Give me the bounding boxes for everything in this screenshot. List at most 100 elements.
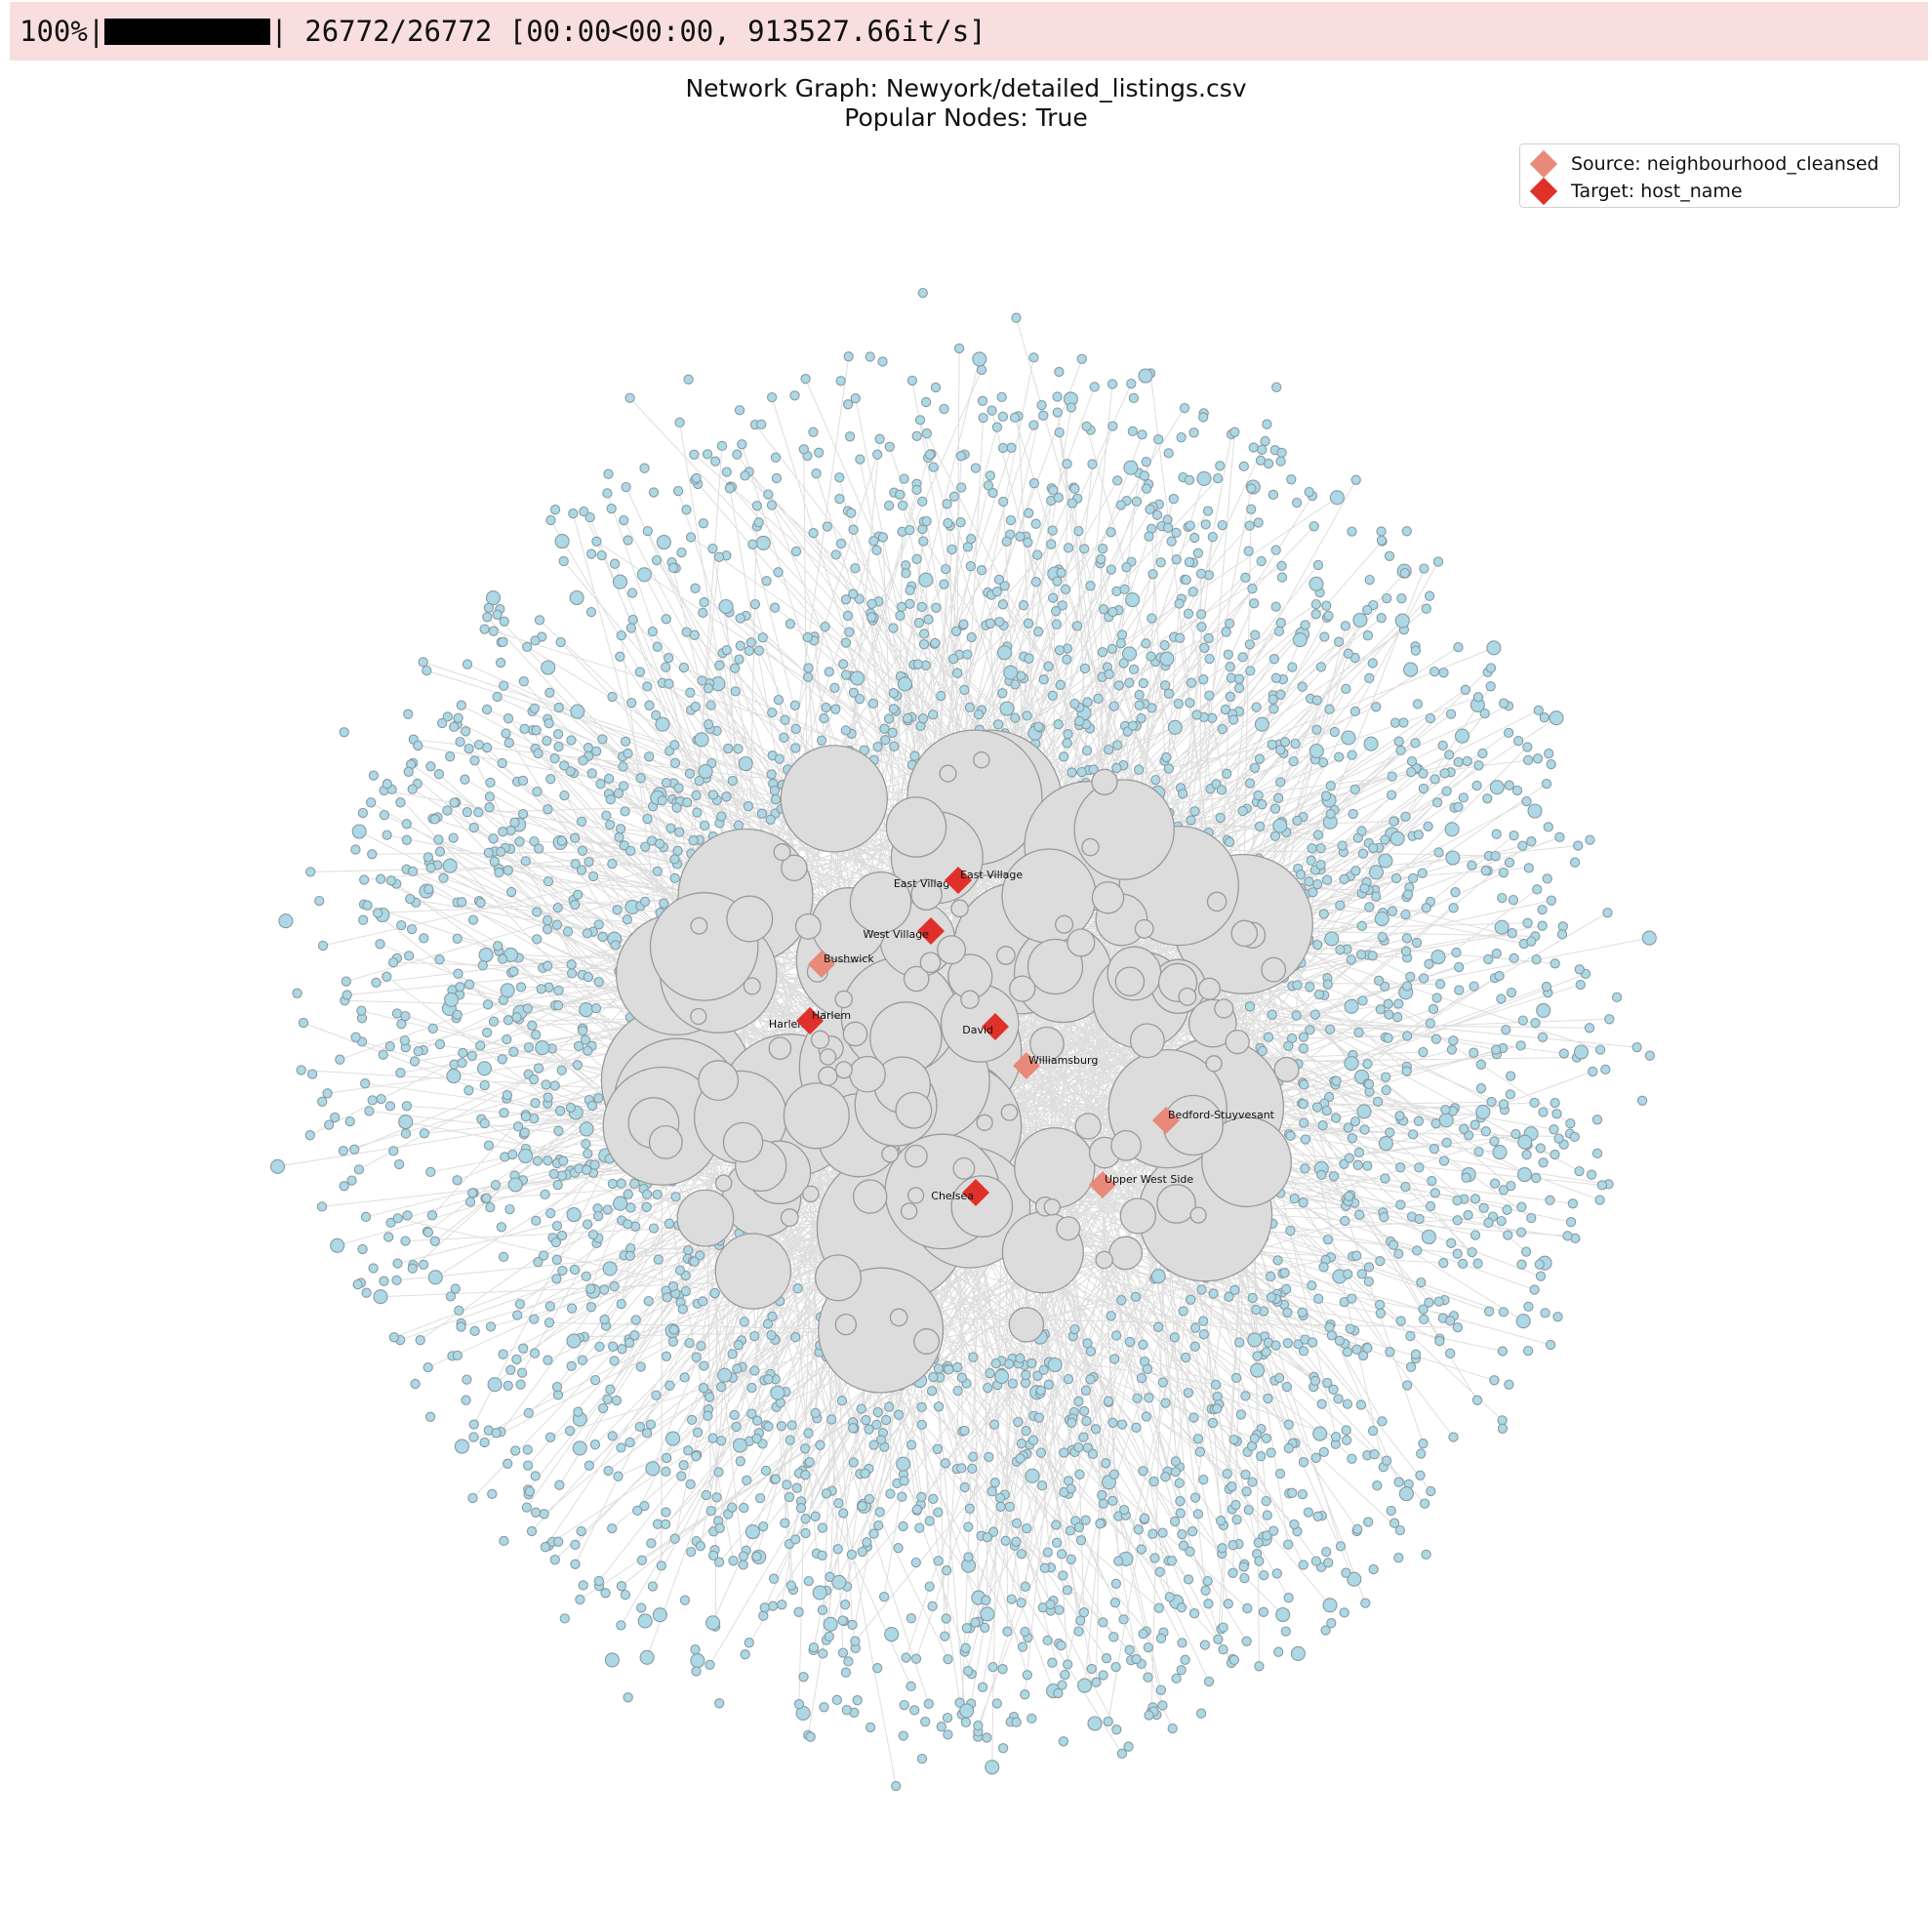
graph-node — [906, 1439, 917, 1450]
graph-node — [799, 1443, 811, 1454]
graph-node — [1081, 421, 1092, 432]
graph-node — [1198, 1316, 1209, 1326]
graph-node — [1247, 1477, 1258, 1487]
graph-node — [918, 639, 930, 650]
graph-node — [756, 419, 767, 430]
graph-node — [917, 496, 928, 507]
graph-node — [880, 1414, 892, 1426]
graph-node — [1604, 1014, 1615, 1025]
graph-node — [695, 1541, 706, 1552]
graph-node — [1141, 457, 1151, 467]
graph-node — [1535, 1143, 1546, 1154]
graph-node — [1428, 1003, 1439, 1015]
graph-node — [1163, 448, 1174, 459]
graph-node — [1343, 648, 1353, 659]
graph-node — [785, 619, 796, 629]
graph-node — [1412, 699, 1424, 709]
graph-node — [1448, 1035, 1459, 1046]
graph-node — [686, 1414, 698, 1426]
graph-node — [735, 1456, 745, 1467]
graph-node — [1330, 1432, 1342, 1442]
graph-node — [1010, 712, 1021, 723]
graph-node — [927, 1601, 938, 1612]
graph-node — [1434, 1335, 1445, 1347]
graph-node — [723, 743, 734, 754]
graph-node — [609, 1281, 620, 1292]
graph-node — [751, 501, 762, 511]
graph-node — [1438, 668, 1449, 678]
graph-node — [1418, 783, 1429, 794]
graph-node — [1101, 1458, 1111, 1469]
graph-node — [1062, 459, 1072, 469]
graph-node — [1473, 1146, 1484, 1157]
graph-node — [1030, 577, 1041, 588]
graph-node — [1288, 755, 1299, 767]
graph-node — [673, 827, 685, 837]
graph-node — [985, 1367, 995, 1379]
graph-node — [1527, 803, 1543, 819]
graph-node — [616, 1581, 627, 1592]
hub-node — [1055, 914, 1074, 934]
graph-node — [1384, 1009, 1394, 1020]
graph-node — [1020, 1689, 1030, 1700]
graph-node — [549, 753, 560, 764]
graph-node — [746, 1382, 757, 1394]
graph-node — [579, 506, 589, 517]
graph-node — [1116, 629, 1128, 640]
graph-node — [1376, 613, 1387, 624]
graph-node — [456, 1321, 466, 1332]
graph-node — [1244, 520, 1255, 531]
graph-node — [1553, 1133, 1564, 1144]
graph-node — [744, 1638, 754, 1648]
graph-node — [463, 743, 474, 754]
graph-node — [540, 1542, 551, 1553]
graph-node — [1452, 1248, 1463, 1259]
graph-node — [1308, 521, 1319, 532]
graph-node — [1186, 677, 1197, 688]
graph-node — [645, 1461, 661, 1477]
hub-node — [722, 1121, 764, 1163]
graph-node — [533, 1257, 543, 1268]
hub-node — [1091, 880, 1125, 914]
graph-node — [1321, 600, 1332, 611]
graph-node — [636, 567, 652, 583]
graph-node — [716, 1381, 727, 1393]
graph-node — [713, 551, 725, 562]
graph-node — [1270, 545, 1281, 555]
graph-node — [395, 797, 406, 808]
graph-node — [1412, 1245, 1423, 1256]
graph-node — [651, 554, 663, 566]
hub-node — [900, 1202, 918, 1220]
graph-node — [745, 1524, 760, 1540]
graph-node — [496, 846, 506, 857]
graph-node — [1266, 1292, 1277, 1303]
graph-node — [1103, 1396, 1114, 1406]
graph-node — [810, 1511, 821, 1521]
graph-node — [1363, 1078, 1375, 1090]
graph-node — [1448, 1432, 1459, 1442]
graph-node — [1038, 1364, 1049, 1375]
graph-node — [621, 481, 631, 493]
graph-node — [378, 1049, 388, 1060]
graph-node — [780, 714, 790, 725]
graph-node — [1515, 1040, 1526, 1051]
graph-node — [835, 376, 846, 386]
graph-node — [1176, 1602, 1187, 1613]
graph-node — [1584, 1023, 1595, 1034]
graph-node — [373, 1289, 388, 1305]
graph-node — [1116, 1419, 1128, 1430]
graph-node — [753, 517, 764, 528]
graph-node — [356, 1005, 367, 1016]
graph-node — [899, 473, 909, 484]
graph-node — [551, 1381, 563, 1393]
graph-node — [517, 775, 529, 787]
graph-node — [662, 1452, 672, 1464]
graph-node — [630, 1315, 641, 1325]
graph-node — [1515, 1314, 1531, 1329]
graph-node — [1400, 811, 1411, 822]
graph-node — [1015, 1453, 1026, 1464]
graph-node — [810, 1407, 821, 1419]
graph-node — [557, 1265, 568, 1277]
hub-node — [1074, 1113, 1102, 1140]
graph-node — [769, 785, 781, 796]
